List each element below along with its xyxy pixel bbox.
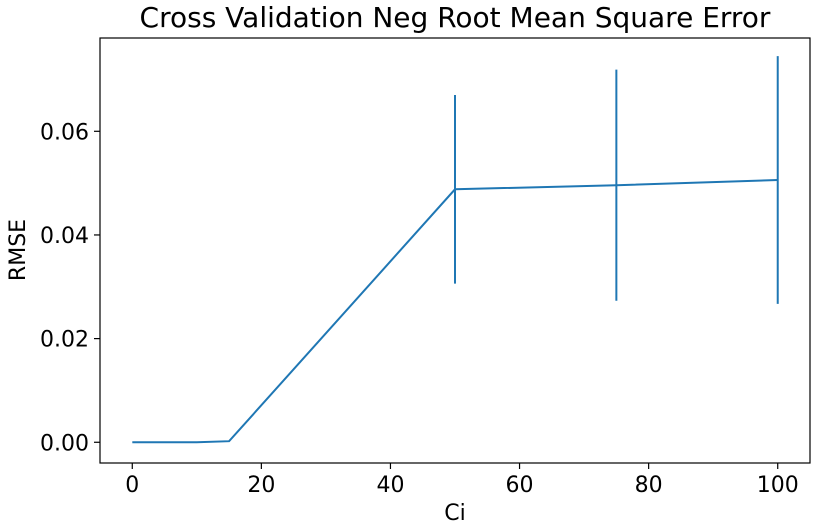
plot-area: 0 20 40 60 80 100 0.00 0.02 0.04 0.06 <box>40 37 811 498</box>
chart-title: Cross Validation Neg Root Mean Square Er… <box>140 1 771 34</box>
series-line <box>132 179 778 444</box>
y-tick-label: 0.02 <box>40 328 89 353</box>
x-axis-label: Ci <box>444 501 465 526</box>
x-tick-label: 20 <box>247 473 275 498</box>
x-tick-label: 60 <box>506 473 534 498</box>
y-tick-label: 0.00 <box>40 431 89 456</box>
x-tick-label: 40 <box>376 473 404 498</box>
x-tick-label: 100 <box>757 473 799 498</box>
y-tick-label: 0.04 <box>40 224 89 249</box>
plot-frame <box>99 37 811 464</box>
x-tick-label: 80 <box>635 473 663 498</box>
y-tick-label: 0.06 <box>40 120 89 145</box>
x-tick-label: 0 <box>125 473 139 498</box>
y-axis-label: RMSE <box>6 219 31 281</box>
